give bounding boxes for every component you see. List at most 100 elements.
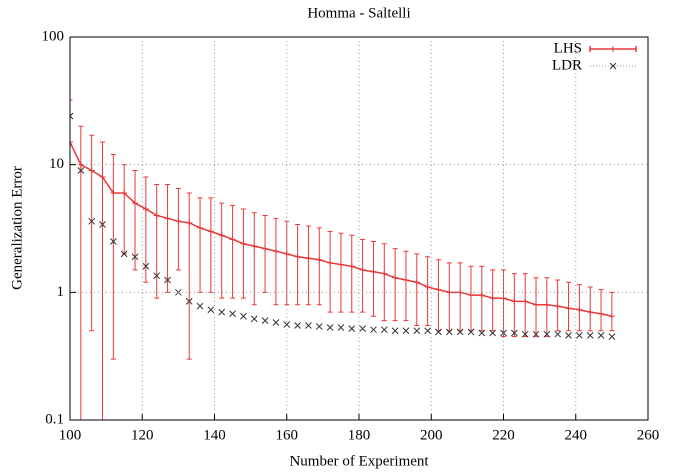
error-bar: [425, 256, 431, 326]
point: [543, 301, 550, 308]
y-tick-label: 100: [42, 28, 65, 44]
error-bar: [435, 259, 441, 332]
point: [424, 327, 431, 335]
point: [359, 325, 366, 332]
point: [240, 240, 247, 247]
point: [348, 263, 355, 270]
point: [305, 322, 312, 329]
point: [402, 276, 409, 283]
point: [229, 310, 236, 318]
point: [294, 322, 301, 329]
point: [164, 276, 171, 284]
point: [446, 289, 453, 296]
point: [142, 205, 149, 212]
y-axis-label: Generalization Error: [9, 166, 25, 290]
error-bar: [70, 99, 73, 420]
point: [142, 262, 150, 270]
point: [402, 327, 410, 335]
point: [153, 212, 160, 219]
point: [370, 326, 377, 334]
point: [608, 313, 615, 320]
point: [121, 189, 128, 196]
error-bar: [295, 223, 301, 306]
point: [99, 174, 106, 181]
error-bar: [468, 265, 474, 332]
point: [326, 324, 334, 331]
error-bar: [501, 269, 506, 338]
error-bar: [251, 212, 257, 306]
point: [186, 219, 193, 226]
point: [521, 330, 529, 338]
point: [251, 243, 258, 250]
y-tick-label: 0.1: [45, 411, 64, 427]
point: [413, 327, 421, 335]
error-bar: [414, 253, 420, 326]
error-bar: [154, 183, 160, 299]
point: [131, 253, 139, 261]
point: [359, 266, 366, 273]
point: [467, 292, 474, 299]
error-bar: [392, 248, 398, 322]
point: [261, 317, 269, 325]
error-bar: [197, 197, 203, 293]
error-bar: [598, 289, 604, 332]
point: [77, 167, 85, 174]
error-bar: [479, 265, 485, 332]
error-bar: [457, 262, 463, 332]
error-bar: [230, 204, 236, 299]
error-bar: [175, 188, 181, 271]
point: [110, 189, 117, 196]
point: [240, 312, 247, 320]
error-bar: [446, 262, 452, 332]
error-bar: [403, 250, 409, 322]
error-bar: [262, 214, 268, 293]
error-bar: [100, 141, 106, 420]
error-bar: [327, 230, 333, 313]
point: [337, 324, 345, 331]
point: [315, 323, 323, 330]
point: [327, 259, 334, 266]
point: [348, 325, 356, 332]
point: [554, 303, 561, 310]
y-tick-label: 10: [49, 156, 64, 172]
point: [445, 328, 453, 336]
error-bar: [370, 241, 376, 317]
point: [511, 298, 518, 305]
point: [510, 329, 518, 337]
x-tick-label: 200: [420, 427, 443, 443]
point: [229, 236, 236, 243]
error-bar: [360, 238, 366, 313]
point: [370, 268, 377, 275]
point: [522, 298, 529, 305]
point: [337, 261, 344, 268]
point: [175, 218, 182, 225]
point: [532, 330, 540, 338]
x-tick-label: 100: [59, 427, 82, 443]
x-tick-label: 260: [637, 427, 660, 443]
point: [381, 270, 388, 277]
legend-label: LDR: [552, 57, 582, 73]
error-bar: [587, 286, 593, 332]
point: [250, 315, 258, 323]
point: [598, 310, 605, 317]
point: [587, 309, 594, 316]
point: [207, 306, 215, 314]
point: [391, 327, 399, 335]
chart-title: Homma - Saltelli: [307, 5, 410, 21]
error-bar: [121, 164, 127, 255]
point: [207, 228, 214, 235]
point: [272, 319, 280, 326]
point: [70, 139, 73, 146]
point: [489, 295, 496, 302]
error-bar: [240, 208, 246, 299]
point: [70, 112, 74, 120]
error-bar: [132, 170, 138, 271]
point: [554, 330, 562, 338]
point: [120, 250, 128, 258]
point: [218, 308, 226, 316]
point: [294, 253, 301, 260]
error-bar: [273, 217, 279, 306]
x-tick-label: 160: [276, 427, 299, 443]
error-bar: [338, 232, 344, 313]
